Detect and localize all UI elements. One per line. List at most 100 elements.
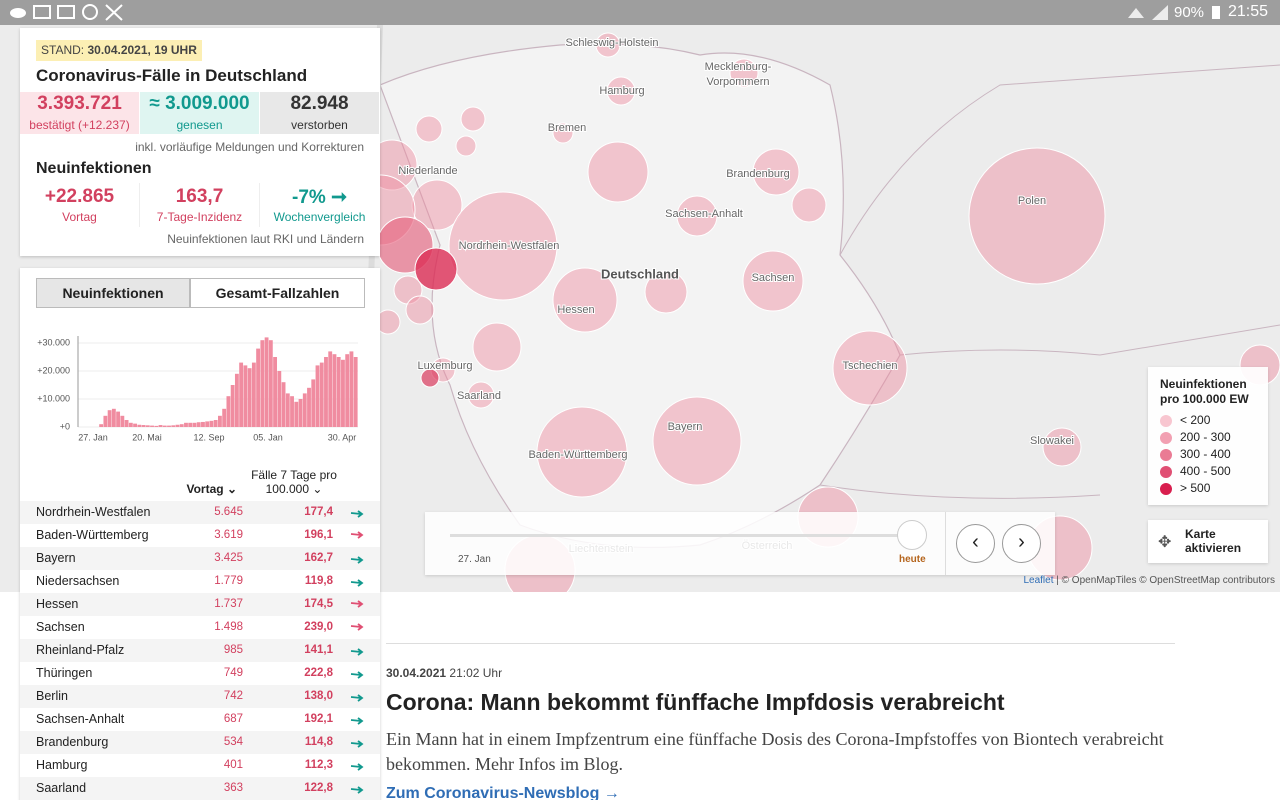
y-tick-label: +0 — [60, 421, 70, 431]
bar — [260, 340, 265, 427]
state-vortag: 1.779 — [214, 575, 243, 587]
map-circle — [405, 295, 435, 325]
header-incidence[interactable]: Fälle 7 Tage pro 100.000 ⌄ — [240, 468, 348, 496]
map-label: Sachsen — [752, 272, 795, 284]
bar — [311, 379, 316, 427]
map-circle — [729, 58, 759, 88]
bar — [226, 396, 231, 427]
x-tick-label: 05. Jan — [253, 432, 283, 442]
map-label: Vorpommern — [707, 76, 770, 88]
move-icon: ✥ — [1158, 534, 1172, 551]
trend-arrow — [350, 717, 364, 725]
bar — [230, 385, 235, 427]
bar — [273, 357, 277, 427]
bar — [179, 424, 184, 427]
map-label: Slowakei — [1030, 435, 1074, 447]
bar — [277, 371, 282, 427]
bar — [175, 424, 180, 427]
bar — [103, 415, 108, 427]
map-label: Nordrhein-Westfalen — [459, 240, 560, 252]
new-note: Neuinfektionen laut RKI und Ländern — [167, 232, 364, 246]
bar — [247, 368, 252, 427]
state-vortag: 1.498 — [214, 621, 243, 633]
legend-label: 300 - 400 — [1180, 447, 1231, 461]
map-circle — [968, 147, 1106, 285]
bar — [99, 424, 104, 427]
new-label: Wochenvergleich — [273, 210, 366, 224]
map-label: Hamburg — [599, 85, 644, 97]
bar — [116, 411, 121, 427]
trend-arrow — [350, 694, 364, 702]
bar — [150, 425, 154, 427]
legend-swatch — [1160, 466, 1172, 478]
tab-active[interactable]: Neuinfektionen — [36, 278, 190, 308]
timeline-knob[interactable] — [897, 520, 927, 550]
cases-chart: +0 +10.000 +20.000 +30.000 27. Jan 20. Mai 12.… — [37, 336, 358, 442]
article-headline[interactable]: Corona: Mann bekommt fünffache Impfdosis… — [386, 689, 1005, 715]
legend-title-line: Neuinfektionen — [1160, 377, 1247, 391]
state-incidence: 141,1 — [304, 644, 333, 656]
activate-map[interactable]: ✥ Karte aktivieren — [1148, 520, 1268, 563]
timeline-track[interactable] — [450, 534, 912, 537]
map-circle — [552, 267, 618, 333]
map-circle — [644, 270, 688, 314]
bar — [218, 415, 222, 427]
states-panel: Neuinfektionen Gesamt-Fallzahlen +0 +10.0… — [20, 268, 380, 800]
map-circle — [1042, 427, 1082, 467]
tab[interactable]: Gesamt-Fallzahlen — [190, 278, 365, 308]
bar — [171, 425, 176, 427]
map-label: Niederlande — [398, 165, 457, 177]
legend-label: < 200 — [1180, 413, 1211, 427]
new-box: +22.865 Vortag — [20, 183, 140, 227]
bar — [196, 422, 201, 427]
bar — [188, 422, 193, 427]
state-name: Nordrhein-Westfalen — [36, 505, 151, 519]
clock: 21:55 — [1228, 3, 1269, 20]
map-label: Schleswig-Holstein — [566, 37, 659, 49]
map-label: Luxemburg — [417, 360, 472, 372]
table-row: Thüringen 749 222,8 — [20, 662, 380, 685]
totals-row: 3.393.721 bestätigt (+12.237) ≈ 3.009.000 g… — [20, 92, 380, 134]
header-vortag[interactable]: Vortag ⌄ — [186, 482, 237, 496]
state-name: Bayern — [36, 551, 76, 565]
timeline-start: 27. Jan — [458, 554, 491, 565]
bar — [285, 393, 290, 427]
bar — [213, 420, 218, 427]
map-circle — [742, 250, 804, 312]
trend-arrow — [350, 556, 364, 564]
bar — [145, 425, 150, 427]
stand-date: 30.04.2021, 19 UHR — [87, 43, 197, 57]
legend-swatch — [1160, 483, 1172, 495]
new-value: -7% ➞ — [292, 187, 347, 208]
state-vortag: 363 — [223, 782, 243, 794]
summary-panel: STAND: 30.04.2021, 19 UHR Coronavirus-Fä… — [20, 28, 380, 256]
map-label: Deutschland — [601, 266, 679, 281]
legend-title-line: pro 100.000 EW — [1160, 392, 1249, 406]
new-box: 163,7 7-Tage-Inzidenz — [140, 183, 260, 227]
bar — [256, 348, 261, 427]
bar — [264, 337, 269, 427]
bar — [141, 425, 146, 427]
state-vortag: 687 — [223, 713, 243, 725]
state-vortag: 3.619 — [214, 529, 243, 541]
state-name: Thüringen — [36, 666, 93, 680]
map-label: Bremen — [548, 122, 587, 134]
map-circle — [752, 148, 800, 196]
map-circle — [676, 195, 718, 237]
bar — [290, 396, 294, 427]
article-link[interactable]: Zum Coronavirus-Newsblog → — [386, 785, 620, 800]
bar — [128, 422, 133, 427]
map-circle — [791, 187, 827, 223]
map-circle — [552, 122, 574, 144]
leaflet-link[interactable]: Leaflet — [1023, 575, 1054, 586]
x-tick-label: 30. Apr — [328, 432, 357, 442]
legend-label: 200 - 300 — [1180, 430, 1231, 444]
state-vortag: 534 — [223, 736, 243, 748]
trend-arrow — [350, 648, 364, 656]
trend-arrow — [350, 671, 364, 679]
next-button[interactable]: › — [1002, 524, 1041, 563]
bar — [251, 362, 256, 427]
state-name: Hamburg — [36, 758, 88, 772]
bar — [167, 425, 171, 427]
prev-button[interactable]: ‹ — [956, 524, 995, 563]
